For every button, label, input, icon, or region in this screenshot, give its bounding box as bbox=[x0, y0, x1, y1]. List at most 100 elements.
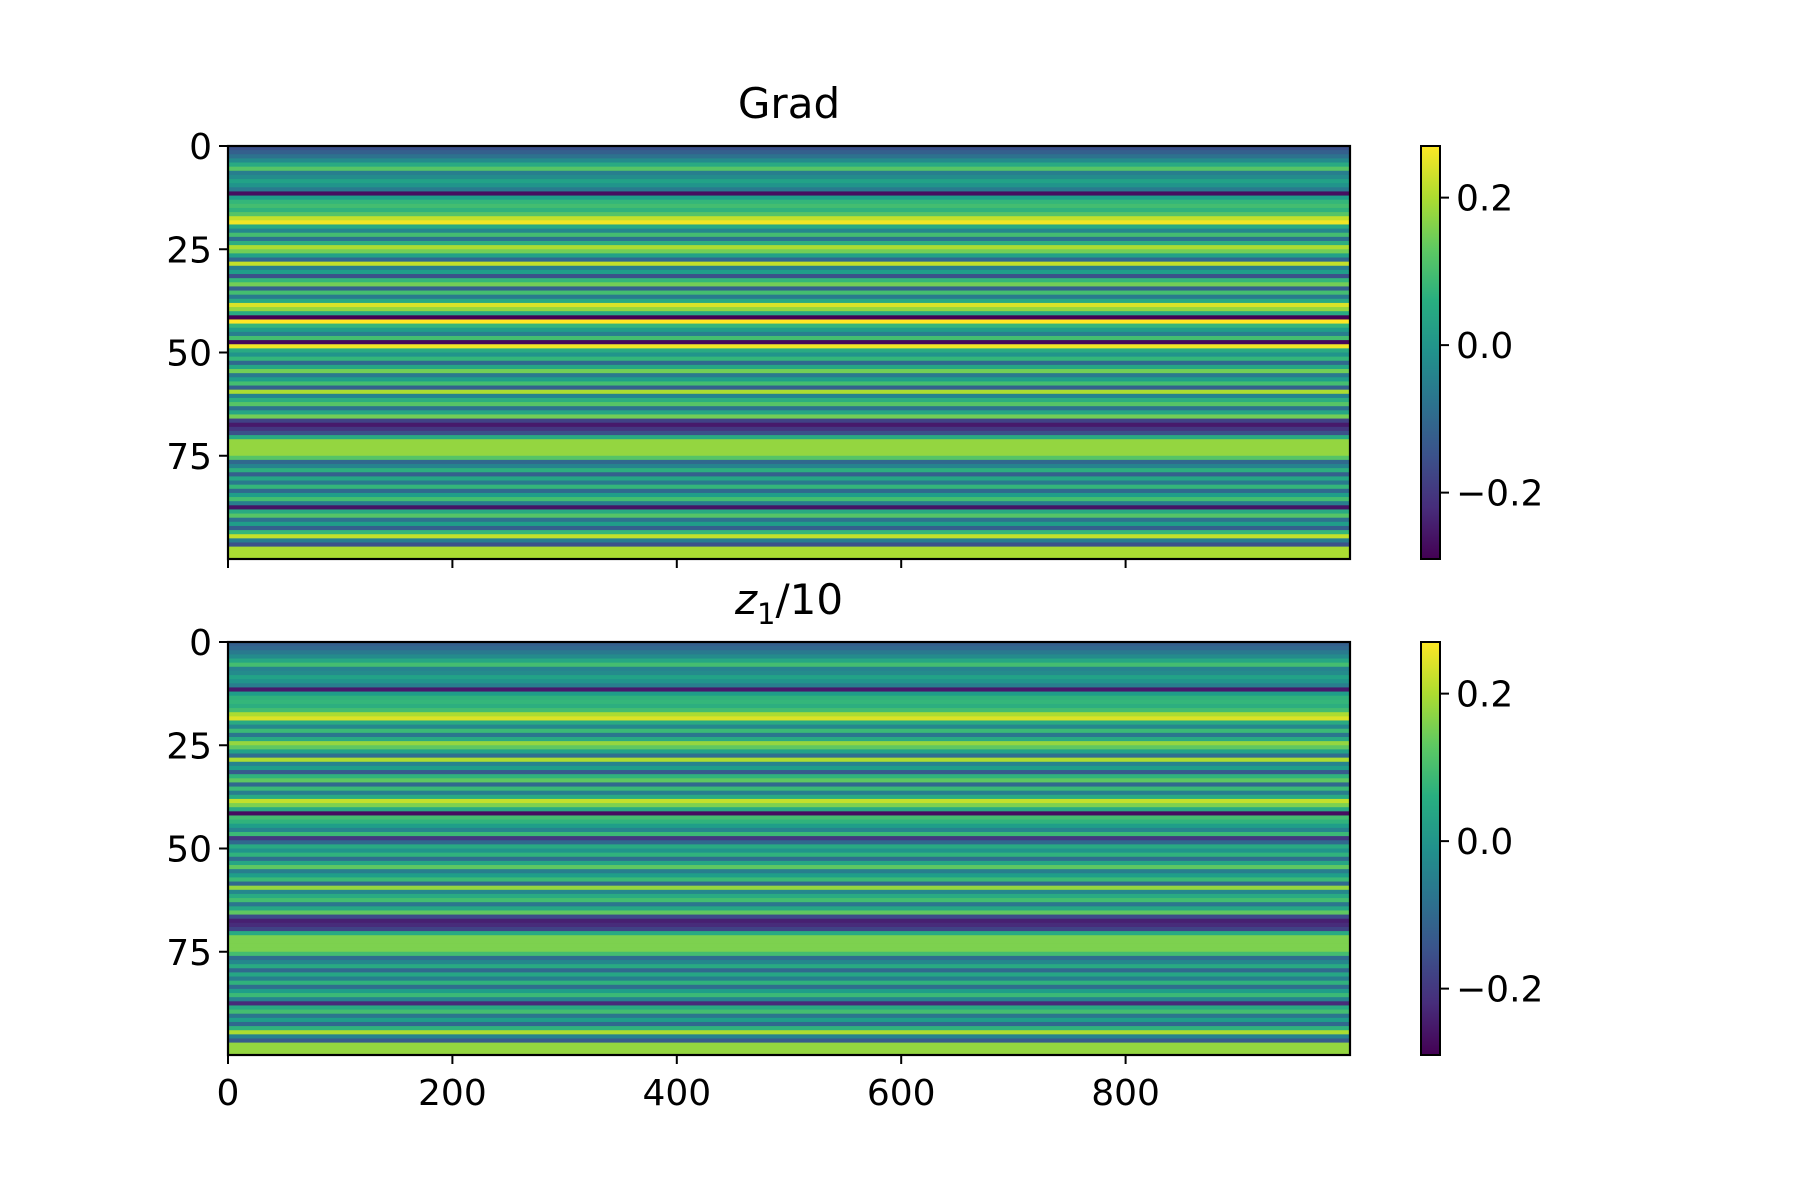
heatmap-row bbox=[228, 344, 1350, 349]
heatmap-row bbox=[228, 860, 1350, 866]
heatmap-row bbox=[228, 1034, 1350, 1040]
top-colorbar: 0.2 0.0 −0.2 bbox=[1420, 145, 1543, 560]
heatmap-row bbox=[228, 732, 1350, 738]
heatmap-row bbox=[228, 166, 1350, 172]
heatmap-row bbox=[228, 1050, 1350, 1056]
heatmap-row bbox=[228, 885, 1350, 891]
heatmap-row bbox=[228, 269, 1350, 275]
heatmap-row bbox=[228, 323, 1350, 329]
heatmap-row bbox=[228, 819, 1350, 825]
x-tick-label: 200 bbox=[418, 1073, 487, 1114]
colorbar-tick-label: −0.2 bbox=[1456, 474, 1543, 515]
heatmap-row bbox=[228, 906, 1350, 912]
heatmap-row bbox=[228, 947, 1350, 953]
x-tick-label: 400 bbox=[642, 1073, 711, 1114]
heatmap-row bbox=[228, 488, 1350, 494]
heatmap-row bbox=[228, 158, 1350, 164]
heatmap-row bbox=[228, 492, 1350, 498]
heatmap-row bbox=[228, 439, 1350, 444]
bottom-y-axis: 0 25 50 75 bbox=[166, 623, 228, 974]
heatmap-row bbox=[228, 265, 1350, 271]
heatmap-row bbox=[228, 926, 1350, 932]
heatmap-row bbox=[228, 955, 1350, 961]
heatmap-row bbox=[228, 484, 1350, 490]
heatmap-row bbox=[228, 146, 1350, 151]
heatmap-row bbox=[228, 240, 1350, 246]
heatmap-row bbox=[228, 1021, 1350, 1027]
bottom-heatmap-panel: z1/10 0 25 50 75 0 200 400 600 800 0.2 0.0 −0.2 bbox=[166, 575, 1543, 1114]
colorbar-tick-label: 0.0 bbox=[1456, 822, 1513, 863]
heatmap-row bbox=[228, 468, 1350, 473]
heatmap-row bbox=[228, 646, 1350, 651]
x-tick-label: 800 bbox=[1091, 1073, 1160, 1114]
top-y-axis: 0 25 50 75 bbox=[166, 127, 228, 478]
heatmap-row bbox=[228, 476, 1350, 482]
heatmap-row bbox=[228, 881, 1350, 887]
top-chart-title: Grad bbox=[738, 79, 840, 128]
heatmap-row bbox=[228, 377, 1350, 383]
heatmap-row bbox=[228, 319, 1350, 325]
heatmap-row bbox=[228, 249, 1350, 254]
heatmap-row bbox=[228, 212, 1350, 217]
heatmap-row bbox=[228, 435, 1350, 440]
heatmap-row bbox=[228, 447, 1350, 453]
heatmap-row bbox=[228, 302, 1350, 308]
heatmap-row bbox=[228, 517, 1350, 523]
y-tick-label: 25 bbox=[166, 726, 212, 767]
heatmap-row bbox=[228, 765, 1350, 771]
heatmap-row bbox=[228, 203, 1350, 209]
top-heatmap-cells bbox=[228, 146, 1350, 560]
heatmap-row bbox=[228, 852, 1350, 858]
heatmap-row bbox=[228, 245, 1350, 250]
heatmap-row bbox=[228, 712, 1350, 717]
heatmap-row bbox=[228, 749, 1350, 755]
bottom-colorbar-ticks: 0.2 0.0 −0.2 bbox=[1440, 675, 1543, 1011]
heatmap-row bbox=[228, 1030, 1350, 1035]
heatmap-row bbox=[228, 451, 1350, 457]
heatmap-row bbox=[228, 179, 1350, 184]
heatmap-row bbox=[228, 207, 1350, 213]
heatmap-row bbox=[228, 931, 1350, 936]
heatmap-row bbox=[228, 364, 1350, 370]
heatmap-row bbox=[228, 736, 1350, 742]
heatmap-row bbox=[228, 865, 1350, 870]
heatmap-row bbox=[228, 290, 1350, 296]
heatmap-row bbox=[228, 889, 1350, 895]
heatmap-row bbox=[228, 691, 1350, 697]
heatmap-row bbox=[228, 274, 1350, 279]
heatmap-row bbox=[228, 650, 1350, 655]
heatmap-row bbox=[228, 873, 1350, 879]
heatmap-row bbox=[228, 960, 1350, 965]
heatmap-row bbox=[228, 811, 1350, 817]
heatmap-row bbox=[228, 521, 1350, 527]
heatmap-row bbox=[228, 716, 1350, 722]
heatmap-row bbox=[228, 831, 1350, 837]
heatmap-row bbox=[228, 550, 1350, 556]
y-tick-label: 0 bbox=[189, 623, 212, 664]
y-tick-label: 75 bbox=[166, 933, 212, 974]
heatmap-row bbox=[228, 794, 1350, 800]
heatmap-row bbox=[228, 980, 1350, 986]
heatmap-row bbox=[228, 778, 1350, 784]
heatmap-row bbox=[228, 1005, 1350, 1011]
heatmap-row bbox=[228, 554, 1350, 560]
heatmap-row bbox=[228, 877, 1350, 883]
heatmap-row bbox=[228, 823, 1350, 829]
bottom-heatmap-cells bbox=[228, 642, 1350, 1056]
heatmap-row bbox=[228, 327, 1350, 333]
colorbar-tick-label: 0.2 bbox=[1456, 675, 1513, 716]
heatmap-row bbox=[228, 827, 1350, 833]
heatmap-row bbox=[228, 840, 1350, 845]
heatmap-row bbox=[228, 191, 1350, 197]
heatmap-row bbox=[228, 774, 1350, 779]
heatmap-row bbox=[228, 724, 1350, 730]
heatmap-row bbox=[228, 666, 1350, 672]
heatmap-row bbox=[228, 311, 1350, 316]
heatmap-row bbox=[228, 922, 1350, 928]
heatmap-row bbox=[228, 683, 1350, 689]
bottom-x-axis: 0 200 400 600 800 bbox=[217, 1055, 1160, 1114]
bottom-title-rest: /10 bbox=[775, 575, 843, 624]
heatmap-row bbox=[228, 154, 1350, 159]
heatmap-row bbox=[228, 224, 1350, 230]
heatmap-row bbox=[228, 703, 1350, 709]
